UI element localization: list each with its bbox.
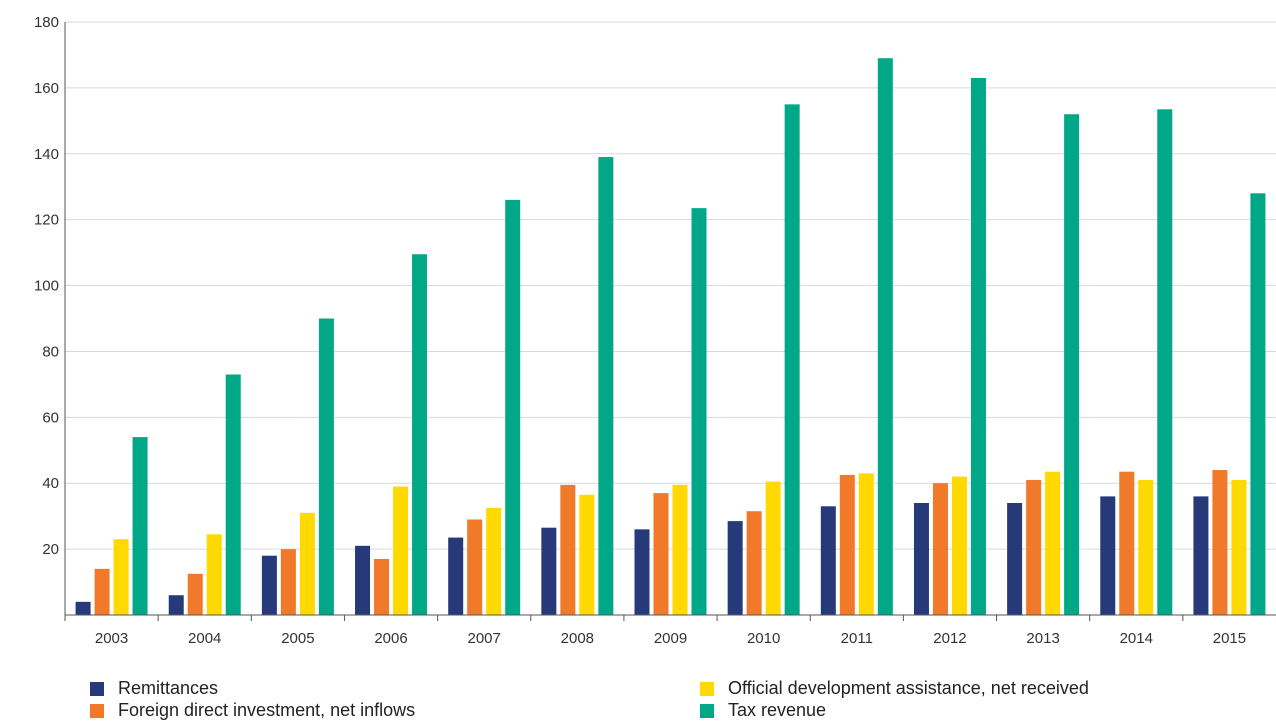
bar-official-development-assistance-net-received-2007 — [486, 507, 502, 615]
bar-remittances-2011 — [820, 506, 836, 615]
bar-remittances-2006 — [355, 545, 371, 615]
bar-tax-revenue-2003 — [132, 437, 148, 615]
legend-swatch-fdi — [90, 703, 104, 718]
legend-item-remittances: Remittances — [90, 678, 218, 699]
x-tick-label-2014: 2014 — [1120, 630, 1153, 647]
bar-remittances-2005 — [261, 555, 277, 615]
legend-label-tax-revenue: Tax revenue — [728, 700, 827, 720]
y-tick-label-140: 140 — [34, 146, 59, 163]
legend-label-oda: Official development assistance, net rec… — [728, 678, 1089, 698]
y-tick-label-100: 100 — [34, 278, 59, 295]
x-tick-label-2008: 2008 — [561, 630, 594, 647]
bar-foreign-direct-investment-net-inflows-2008 — [560, 484, 576, 615]
x-tick-label-2010: 2010 — [747, 630, 780, 647]
bar-remittances-2009 — [634, 529, 650, 615]
x-tick-label-2005: 2005 — [281, 630, 314, 647]
y-tick-label-160: 160 — [34, 80, 59, 97]
gridlines — [65, 21, 1276, 550]
y-tick-label-120: 120 — [34, 212, 59, 229]
bar-foreign-direct-investment-net-inflows-2005 — [280, 549, 296, 615]
legend-swatch-oda — [700, 681, 714, 696]
legend: Remittances Foreign direct investment, n… — [0, 672, 1276, 720]
legend-swatch-tax-revenue — [700, 703, 714, 718]
bar-tax-revenue-2005 — [318, 318, 334, 615]
bar-remittances-2015 — [1193, 496, 1209, 615]
bar-foreign-direct-investment-net-inflows-2011 — [839, 474, 855, 615]
bar-remittances-2014 — [1100, 496, 1116, 615]
x-tick-label-2004: 2004 — [188, 630, 221, 647]
bar-tax-revenue-2006 — [412, 254, 428, 615]
legend-item-fdi: Foreign direct investment, net inflows — [90, 700, 415, 721]
bar-official-development-assistance-net-received-2010 — [765, 481, 781, 615]
bar-official-development-assistance-net-received-2015 — [1231, 479, 1247, 615]
bar-foreign-direct-investment-net-inflows-2010 — [746, 511, 762, 615]
bar-tax-revenue-2014 — [1157, 109, 1173, 615]
bar-official-development-assistance-net-received-2011 — [858, 473, 874, 615]
axes — [64, 22, 1276, 621]
legend-label-fdi: Foreign direct investment, net inflows — [118, 700, 416, 720]
x-tick-label-2012: 2012 — [933, 630, 966, 647]
bar-tax-revenue-2004 — [225, 374, 241, 615]
y-tick-labels: 20 40 60 80 100 120 140 160 180 — [34, 14, 59, 558]
x-tick-labels: 2003 2004 2005 2006 2007 2008 2009 2010 2011 2012… — [95, 630, 1246, 647]
bar-remittances-2010 — [727, 521, 743, 615]
bar-remittances-2012 — [913, 502, 929, 615]
bar-foreign-direct-investment-net-inflows-2007 — [467, 519, 483, 615]
bar-official-development-assistance-net-received-2014 — [1138, 479, 1154, 615]
y-tick-label-80: 80 — [42, 343, 59, 360]
bar-foreign-direct-investment-net-inflows-2014 — [1119, 471, 1135, 615]
bar-official-development-assistance-net-received-2012 — [951, 476, 967, 615]
bar-tax-revenue-2013 — [1064, 114, 1080, 615]
legend-item-oda: Official development assistance, net rec… — [700, 678, 1089, 699]
y-tick-label-20: 20 — [42, 541, 59, 558]
bar-foreign-direct-investment-net-inflows-2009 — [653, 493, 669, 615]
x-tick-label-2003: 2003 — [95, 630, 128, 647]
bars — [75, 58, 1266, 616]
bar-foreign-direct-investment-net-inflows-2012 — [932, 483, 948, 615]
bar-remittances-2013 — [1007, 502, 1023, 615]
x-tick-label-2013: 2013 — [1026, 630, 1059, 647]
legend-label-remittances: Remittances — [118, 678, 219, 698]
bar-remittances-2008 — [541, 527, 557, 615]
bar-tax-revenue-2010 — [784, 104, 800, 615]
bar-tax-revenue-2008 — [598, 157, 614, 616]
bar-official-development-assistance-net-received-2008 — [579, 494, 595, 615]
bar-official-development-assistance-net-received-2005 — [299, 512, 315, 615]
bar-official-development-assistance-net-received-2009 — [672, 484, 688, 615]
y-tick-label-60: 60 — [42, 409, 59, 426]
bar-foreign-direct-investment-net-inflows-2004 — [187, 573, 203, 615]
bar-tax-revenue-2011 — [877, 58, 893, 615]
x-tick-label-2009: 2009 — [654, 630, 687, 647]
legend-item-tax-revenue: Tax revenue — [700, 700, 826, 721]
bar-tax-revenue-2009 — [691, 208, 707, 615]
bar-official-development-assistance-net-received-2013 — [1045, 471, 1061, 615]
bar-official-development-assistance-net-received-2004 — [206, 534, 222, 615]
bar-remittances-2003 — [75, 601, 91, 615]
bar-foreign-direct-investment-net-inflows-2013 — [1026, 479, 1042, 615]
y-tick-label-180: 180 — [34, 14, 59, 31]
bar-chart: 20 40 60 80 100 120 140 160 180 2003 2004 2005 2006… — [34, 14, 1276, 647]
bar-remittances-2004 — [168, 595, 184, 615]
bar-official-development-assistance-net-received-2006 — [393, 486, 409, 615]
x-tick-label-2011: 2011 — [841, 630, 873, 647]
x-tick-label-2015: 2015 — [1213, 630, 1246, 647]
bar-foreign-direct-investment-net-inflows-2015 — [1212, 470, 1228, 615]
bar-tax-revenue-2015 — [1250, 193, 1266, 616]
bar-tax-revenue-2012 — [970, 78, 986, 615]
bar-foreign-direct-investment-net-inflows-2006 — [374, 558, 390, 615]
legend-swatch-remittances — [90, 681, 104, 696]
bar-official-development-assistance-net-received-2003 — [113, 539, 129, 615]
bar-tax-revenue-2007 — [505, 199, 521, 615]
x-tick-label-2006: 2006 — [374, 630, 407, 647]
bar-remittances-2007 — [448, 537, 464, 615]
bar-foreign-direct-investment-net-inflows-2003 — [94, 568, 110, 615]
x-tick-label-2007: 2007 — [468, 630, 501, 647]
y-tick-label-40: 40 — [42, 475, 59, 492]
